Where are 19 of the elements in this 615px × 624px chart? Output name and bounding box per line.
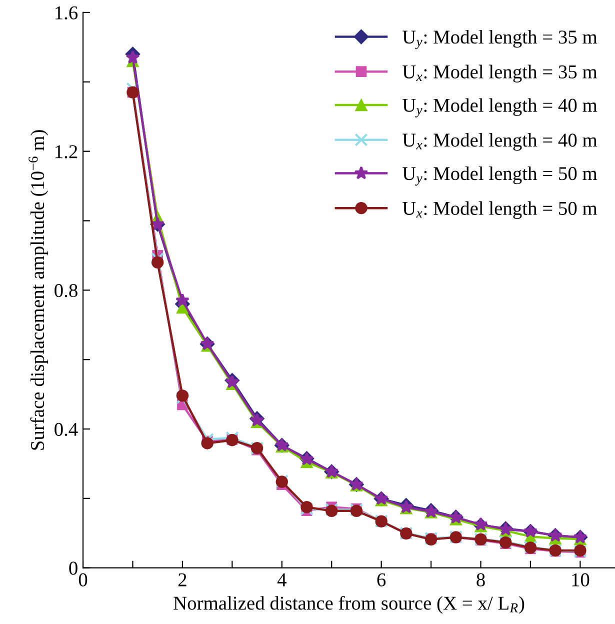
legend-label: U$_{y}$: Model length = 35 m [402, 30, 598, 50]
x-tick-label: 8 [476, 573, 485, 586]
y-axis-title: Surface displacement amplitude (10$^{−6}$ m) [28, 130, 48, 450]
y-tick-label: 1.6 [56, 6, 78, 20]
legend-label: U$_{x}$: Model length = 50 m [402, 201, 598, 219]
y-tick-label: 1.2 [56, 145, 78, 158]
y-tick-label: 0.4 [54, 422, 78, 436]
y-tick-label: 0.8 [54, 284, 78, 298]
x-tick-label: 10 [572, 573, 590, 586]
legend-label: U$_{x}$: Model length = 40 m [402, 133, 598, 151]
x-tick-label: 6 [377, 573, 386, 586]
legend-label: U$_{x}$: Model length = 35 m [402, 64, 598, 82]
x-tick-label: 4 [277, 573, 286, 586]
legend-label: U$_{y}$: Model length = 50 m [402, 166, 598, 186]
x-tick-label: 0 [78, 573, 88, 586]
x-axis-title: Normalized distance from source (X = x/ L$_{R}$) [174, 596, 524, 614]
x-tick-label: 2 [178, 573, 186, 586]
legend-label: U$_{y}$: Model length = 40 m [402, 98, 598, 118]
y-tick-label: 0 [69, 562, 78, 575]
